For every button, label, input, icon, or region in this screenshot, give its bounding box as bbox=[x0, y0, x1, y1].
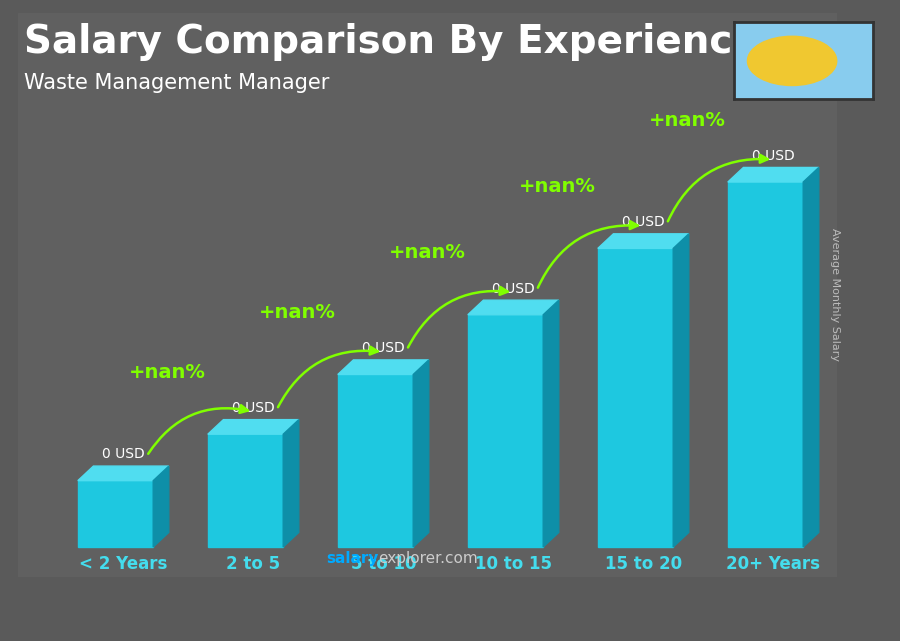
Text: 0 USD: 0 USD bbox=[492, 281, 535, 296]
Polygon shape bbox=[728, 167, 819, 182]
Polygon shape bbox=[208, 420, 299, 434]
Bar bbox=[77, 481, 153, 547]
Bar bbox=[468, 315, 544, 547]
Text: +nan%: +nan% bbox=[649, 111, 726, 129]
Text: < 2 Years: < 2 Years bbox=[79, 555, 167, 573]
Text: +nan%: +nan% bbox=[519, 177, 596, 196]
Polygon shape bbox=[468, 300, 559, 315]
Text: 2 to 5: 2 to 5 bbox=[226, 555, 281, 573]
Circle shape bbox=[747, 37, 837, 85]
Text: +nan%: +nan% bbox=[129, 363, 206, 382]
Bar bbox=[598, 249, 673, 547]
Text: Average Monthly Salary: Average Monthly Salary bbox=[830, 228, 840, 362]
Bar bbox=[208, 434, 284, 547]
Polygon shape bbox=[803, 167, 819, 547]
Text: 0 USD: 0 USD bbox=[752, 149, 795, 163]
Text: salary: salary bbox=[326, 551, 378, 565]
Text: 0 USD: 0 USD bbox=[622, 215, 665, 229]
Bar bbox=[18, 13, 837, 577]
Text: 15 to 20: 15 to 20 bbox=[605, 555, 682, 573]
Polygon shape bbox=[598, 234, 688, 249]
Polygon shape bbox=[153, 466, 169, 547]
Bar bbox=[338, 374, 413, 547]
Polygon shape bbox=[673, 234, 689, 547]
Bar bbox=[728, 182, 803, 547]
Text: 0 USD: 0 USD bbox=[362, 341, 405, 355]
Polygon shape bbox=[77, 466, 169, 481]
Polygon shape bbox=[338, 360, 428, 374]
Polygon shape bbox=[413, 360, 428, 547]
Text: 0 USD: 0 USD bbox=[102, 447, 145, 462]
Polygon shape bbox=[544, 300, 559, 547]
Text: 20+ Years: 20+ Years bbox=[726, 555, 820, 573]
Text: explorer.com: explorer.com bbox=[378, 551, 478, 565]
Text: +nan%: +nan% bbox=[259, 303, 336, 322]
Text: Waste Management Manager: Waste Management Manager bbox=[24, 72, 330, 92]
Polygon shape bbox=[284, 420, 299, 547]
Text: +nan%: +nan% bbox=[389, 244, 466, 262]
Text: 10 to 15: 10 to 15 bbox=[475, 555, 552, 573]
Text: 0 USD: 0 USD bbox=[232, 401, 274, 415]
Text: 5 to 10: 5 to 10 bbox=[351, 555, 416, 573]
Text: Salary Comparison By Experience: Salary Comparison By Experience bbox=[24, 23, 760, 61]
